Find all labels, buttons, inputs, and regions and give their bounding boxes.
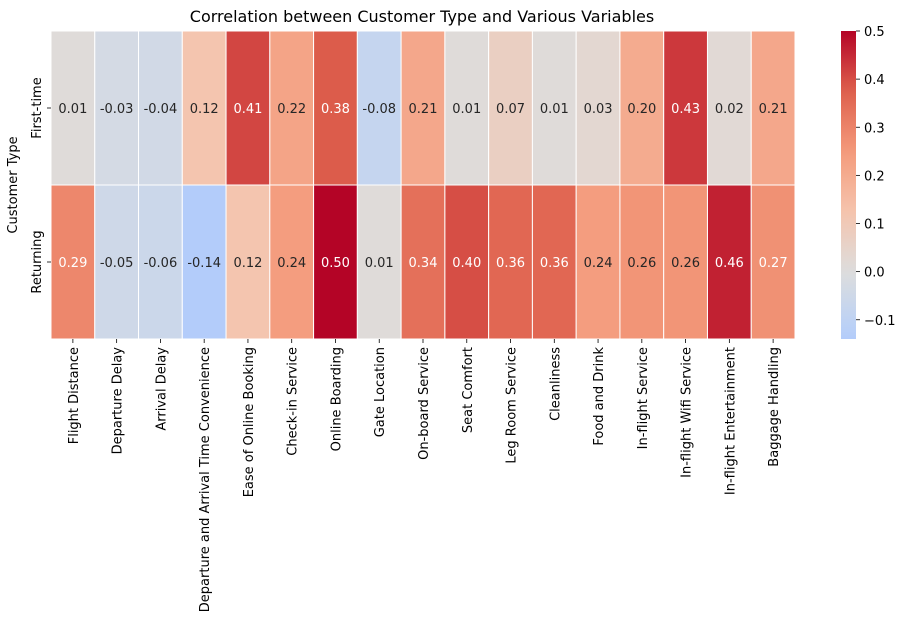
- x-tick-label: Online Boarding: [329, 347, 344, 451]
- heatmap-cell: [94, 30, 140, 186]
- cell-value-label: 0.21: [409, 102, 438, 117]
- cell-value-label: 0.12: [190, 102, 219, 117]
- colorbar-tick-label: 0.2: [864, 169, 885, 184]
- cell-value-label: 0.01: [540, 102, 569, 117]
- colorbar-tick-label: 0.0: [864, 266, 885, 281]
- x-tick-label: Leg Room Service: [505, 347, 520, 464]
- cell-value-label: 0.38: [321, 102, 350, 117]
- x-tick-label: Gate Location: [373, 347, 388, 437]
- cell-value-label: 0.27: [759, 256, 788, 271]
- x-tick-label: Departure Delay: [111, 347, 126, 455]
- y-tick-labels: First-time Returning: [30, 77, 51, 294]
- cell-value-label: 0.34: [409, 256, 438, 271]
- cell-value-label: -0.03: [100, 102, 134, 117]
- cell-value-label: 0.26: [627, 256, 656, 271]
- cell-value-label: 0.40: [452, 256, 481, 271]
- heatmap-cell: [488, 184, 533, 340]
- heatmap-cell: [269, 30, 315, 186]
- x-tick-label: Arrival Delay: [154, 347, 169, 431]
- cell-value-label: 0.36: [540, 256, 569, 271]
- heatmap-cell: [181, 184, 227, 340]
- colorbar-tick-label: 0.5: [864, 25, 885, 40]
- heatmap-cell: [356, 30, 402, 186]
- cell-value-label: 0.07: [496, 102, 525, 117]
- cell-value-label: 0.24: [277, 256, 306, 271]
- cell-value-label: 0.22: [277, 102, 306, 117]
- x-tick-label: Flight Distance: [67, 347, 82, 444]
- cell-value-label: 0.46: [715, 256, 744, 271]
- cell-value-label: 0.02: [715, 102, 744, 117]
- colorbar-tick-label: 0.3: [864, 121, 885, 136]
- colorbar-tick-label: 0.4: [864, 73, 885, 88]
- colorbar-tick-label: −0.1: [864, 314, 896, 329]
- cell-value-label: 0.21: [759, 102, 788, 117]
- heatmap-cell: [138, 184, 183, 340]
- x-tick-label: Cleanliness: [548, 347, 563, 421]
- y-tick-label: Returning: [30, 230, 45, 293]
- heatmap-cell: [50, 30, 96, 186]
- heatmap-cell: [94, 184, 140, 340]
- x-tick-labels: Flight Distance Departure Delay Arrival De…: [67, 339, 782, 612]
- cell-value-label: 0.43: [671, 102, 700, 117]
- colorbar: [841, 31, 856, 339]
- x-tick-label: Baggage Handling: [767, 347, 782, 467]
- cell-value-label: -0.14: [187, 256, 221, 271]
- heatmap-cell: [181, 30, 227, 186]
- heatmap-cells: 0.01 -0.03 -0.04 0.12 0.41 0.22 0.38 -0.08 0.21 0…: [50, 30, 796, 340]
- x-tick-label: On-board Service: [417, 347, 432, 460]
- cell-value-label: 0.01: [452, 102, 481, 117]
- x-tick-label: Departure and Arrival Time Convenience: [198, 347, 213, 612]
- cell-value-label: 0.01: [58, 102, 87, 117]
- cell-value-label: -0.04: [144, 102, 178, 117]
- x-tick-label: Food and Drink: [592, 347, 607, 446]
- heatmap-cell: [444, 30, 490, 186]
- heatmap-cell: [531, 184, 577, 340]
- colorbar-tick-label: 0.1: [864, 218, 885, 233]
- y-tick-label: First-time: [30, 77, 45, 138]
- heatmap-cell: [619, 184, 665, 340]
- heatmap-cell: [269, 184, 315, 340]
- x-tick-label: Seat Comfort: [461, 347, 476, 433]
- heatmap-cell: [138, 30, 183, 186]
- heatmap-cell: [750, 30, 796, 186]
- cell-value-label: 0.12: [233, 256, 262, 271]
- colorbar-gradient: [841, 31, 856, 339]
- cell-value-label: -0.08: [362, 102, 396, 117]
- cell-value-label: -0.05: [100, 256, 134, 271]
- cell-value-label: -0.06: [144, 256, 178, 271]
- heatmap-cell: [619, 30, 665, 186]
- colorbar-tick-labels: 0.5 0.4 0.3 0.2 0.1 0.0 −0.1: [856, 25, 896, 329]
- cell-value-label: 0.24: [584, 256, 613, 271]
- cell-value-label: 0.41: [233, 102, 262, 117]
- heatmap-cell: [356, 184, 402, 340]
- cell-value-label: 0.50: [321, 256, 350, 271]
- cell-value-label: 0.01: [365, 256, 394, 271]
- cell-value-label: 0.03: [584, 102, 613, 117]
- heatmap-cell: [706, 30, 752, 186]
- cell-value-label: 0.26: [671, 256, 700, 271]
- heatmap-cell: [225, 184, 271, 340]
- x-tick-label: In-flight Wifi Service: [680, 347, 695, 478]
- chart-title: Correlation between Customer Type and Va…: [190, 7, 654, 26]
- cell-value-label: 0.29: [58, 256, 87, 271]
- cell-value-label: 0.36: [496, 256, 525, 271]
- x-tick-label: Ease of Online Booking: [242, 347, 257, 497]
- heatmap-cell: [444, 184, 490, 340]
- x-tick-label: Check-in Service: [286, 347, 301, 456]
- x-tick-label: In-flight Entertainment: [723, 347, 738, 495]
- x-tick-label: In-flight Service: [636, 347, 651, 449]
- cell-value-label: 0.20: [627, 102, 656, 117]
- y-axis-label: Customer Type: [6, 136, 21, 233]
- heatmap-cell: [531, 30, 577, 186]
